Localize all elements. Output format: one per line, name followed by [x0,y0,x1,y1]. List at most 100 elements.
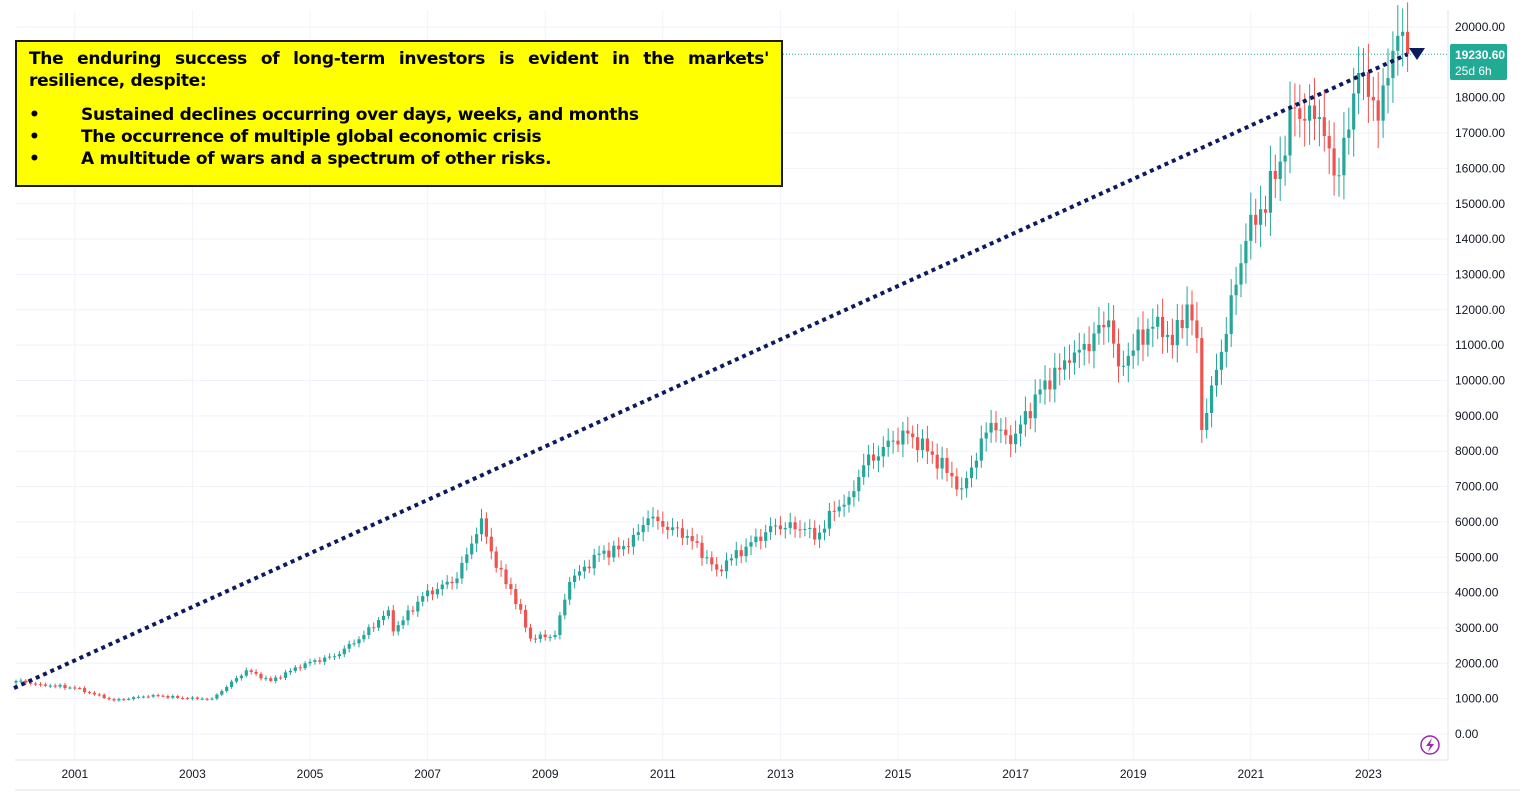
candle [1190,290,1194,336]
candle [347,640,351,653]
candle [1278,136,1282,201]
candle [1141,311,1145,362]
candle [1273,154,1277,199]
annotation-bullet-list: Sustained declines occurring over days, … [29,104,769,170]
x-tick-label: 2019 [1120,767,1147,781]
candle [1023,396,1027,437]
candle [38,682,43,687]
candle [1224,316,1228,368]
candle [460,556,464,584]
x-tick-label: 2005 [297,767,324,781]
candle [720,564,724,577]
candle-body [396,625,400,632]
candle [406,605,410,626]
candle-body [210,698,214,700]
candle-body [1072,352,1076,363]
candle-body [901,430,905,445]
y-tick-label: 15000.00 [1455,197,1505,211]
candle-body [617,545,621,550]
candle [573,569,577,589]
candle-body [1028,411,1032,419]
y-tick-label: 14000.00 [1455,232,1505,246]
candle [161,694,165,698]
candle-body [1219,351,1223,370]
candle-body [1249,214,1253,241]
candle-body [1092,333,1096,352]
candle-body [700,542,704,559]
candle [34,681,38,686]
candle [156,693,160,698]
candle [352,639,356,647]
candle [769,517,773,540]
candle [1058,353,1062,386]
candle [1116,328,1121,383]
candle [332,653,337,661]
candle-body [695,541,699,543]
candle [685,529,689,545]
candle [195,696,199,701]
candle-body [367,627,371,636]
candle [808,519,812,539]
candle [450,576,454,590]
candle-body [342,648,346,655]
candle-body [1038,389,1042,395]
candle [871,442,876,469]
candle-body [1381,85,1385,121]
candle-body [705,557,709,559]
candle-body [146,696,150,698]
candle-body [950,472,954,477]
candle [1165,320,1170,353]
candle [83,686,87,694]
candle-body [107,698,111,700]
y-tick-label: 4000.00 [1455,586,1499,600]
candle-body [1205,413,1209,430]
candle [690,527,694,550]
candle [58,683,62,689]
candle-body [440,584,444,590]
candle [538,631,542,643]
lightning-bolt-icon[interactable] [1420,735,1440,755]
candle-body [430,590,435,595]
candle-body [744,546,748,557]
candle [739,544,743,564]
candle-body [577,571,582,576]
candle-body [965,478,969,489]
candle-body [587,566,591,569]
candle-body [1347,129,1351,138]
candle-body [1332,148,1336,176]
candle-body [724,560,729,572]
candle [911,425,915,449]
candle-body [445,581,449,585]
candle-body [994,422,998,431]
trend-line[interactable] [13,52,1409,690]
y-tick-label: 9000.00 [1455,409,1499,423]
candle-body [509,584,513,590]
candle [107,696,111,701]
price-badge[interactable]: 19230.60 25d 6h [1450,44,1507,80]
candle [308,658,312,667]
candle [1391,31,1395,103]
candle-body [729,558,733,561]
candle [313,658,317,665]
candle [1357,46,1361,115]
candle [984,422,988,452]
candle [607,542,611,566]
candle-body [592,554,596,569]
candle-body [220,691,224,695]
candle [249,668,253,675]
candle [827,502,831,537]
candle-body [612,545,616,558]
y-tick-label: 17000.00 [1455,126,1505,140]
candle-body [264,678,268,680]
candle [489,527,493,560]
candle [1229,279,1233,348]
candle [78,686,82,690]
candle-body [303,663,307,669]
y-tick-label: 5000.00 [1455,550,1499,564]
candle [244,667,248,678]
candle-body [181,697,185,699]
candle [950,461,954,488]
candle-body [568,581,572,600]
candle [279,675,283,680]
